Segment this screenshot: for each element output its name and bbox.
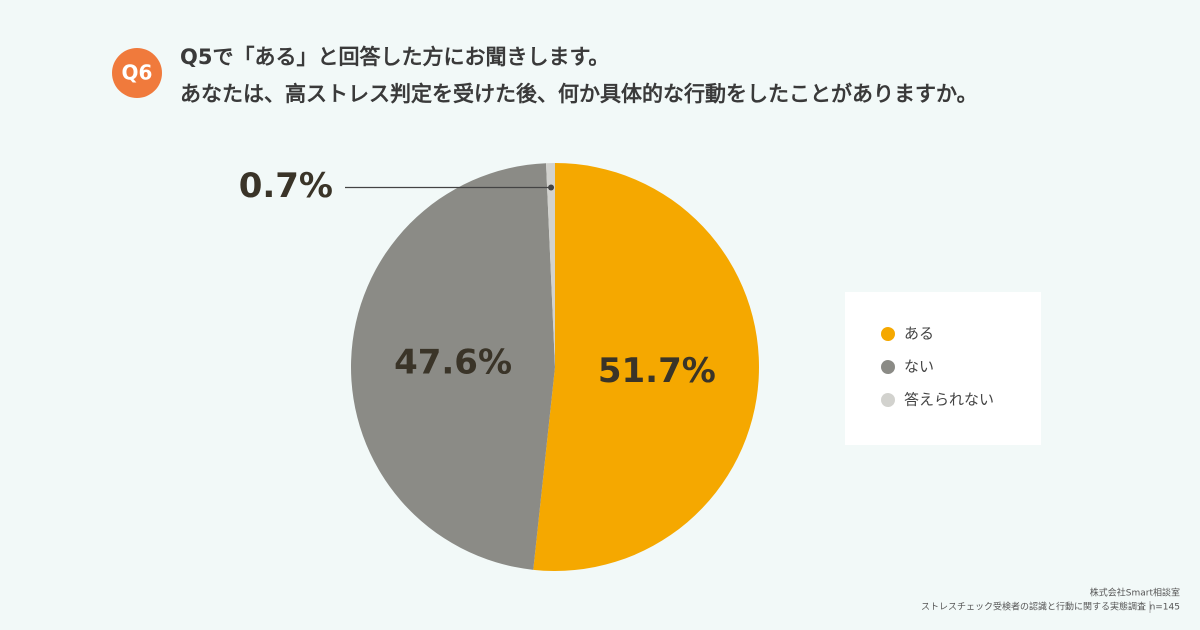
badge: Q6 — [122, 61, 153, 85]
value-label: 47.6% — [394, 342, 512, 382]
leader-dot — [548, 184, 555, 191]
chart-subtitle: あなたは、高ストレス判定を受けた後、何か具体的な行動をしたことがありますか。 — [180, 82, 978, 106]
chart-title: Q5で「ある」と回答した方にお聞きします。 — [180, 45, 609, 69]
pie-slice — [351, 163, 555, 570]
source: 株式会社Smart相談室 — [1090, 587, 1180, 599]
survey: ストレスチェック受検者の認識と行動に関する実態調査 — [921, 601, 1146, 613]
legend-label: ない — [904, 358, 934, 376]
value-label: 51.7% — [598, 351, 716, 391]
pie-slice — [533, 163, 759, 571]
legend-label: ある — [904, 325, 934, 343]
value-label: 0.7% — [239, 166, 333, 206]
legend-box — [845, 292, 1041, 445]
pie-slice — [546, 163, 555, 367]
badge-circle — [112, 48, 162, 98]
legend-label: 答えられない — [904, 391, 994, 409]
legend-swatch — [881, 360, 895, 374]
legend-swatch — [881, 393, 895, 407]
sample: n=145 — [1150, 603, 1180, 613]
legend-swatch — [881, 327, 895, 341]
